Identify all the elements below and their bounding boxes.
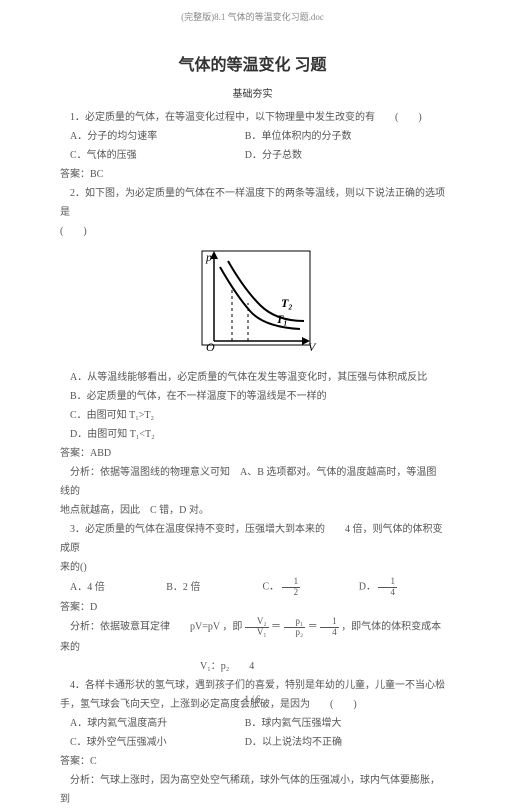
- q4-opt-a: A．球内氦气温度高升: [60, 714, 245, 733]
- q3-analysis-1: 分析：依据玻意耳定律 pV=pV ，即 V₂V₁ ＝ p₁p₂ ＝ 14 ，即气…: [60, 617, 445, 657]
- q2-stem: 2．如下图，为必定质量的气体在不一样温度下的两条等温线，则以下说法正确的选项是: [60, 184, 445, 222]
- q1-stem: 1．必定质量的气体，在等温变化过程中，以下物理量中发生改变的有 ( ): [60, 108, 445, 127]
- q3-opt-a: A．4 倍: [60, 578, 156, 597]
- q4-opt-c: C．球外空气压强减小: [60, 733, 245, 752]
- q2-opt-c: C．由图可知 T₁>T₂: [60, 406, 445, 425]
- label-t2: T₂: [281, 296, 293, 310]
- q4-analysis: 分析：气球上涨时，因为高空处空气稀疏，球外气体的压强减小，球内气体要膨胀，到: [60, 771, 445, 809]
- q2-opt-a: A．从等温线能够看出，必定质量的气体在发生等温变化时，其压强与体积成反比: [60, 368, 445, 387]
- q3-tail: 来的(): [60, 558, 445, 577]
- q1-answer: 答案：BC: [60, 169, 103, 180]
- q4-answer: 答案：C: [60, 756, 97, 767]
- q3-opt-d: D． 14: [349, 577, 445, 598]
- footer-page: 1 / 6: [0, 694, 505, 704]
- q2-analysis-2: 地点就越高，因此 C 错，D 对。: [60, 501, 445, 520]
- q1-opt-b: B．单位体积内的分子数: [245, 127, 445, 146]
- q1-opt-c: C．气体的压强: [60, 146, 245, 165]
- q2-answer: 答案：ABD: [60, 448, 111, 459]
- q3-options: A．4 倍 B．2 倍 C． 12 D． 14: [60, 577, 445, 598]
- page-title: 气体的等温变化 习题: [60, 51, 445, 75]
- q1-opt-d: D．分子总数: [245, 146, 445, 165]
- axis-v: V: [308, 340, 317, 354]
- q4-opt-d: D．以上说法均不正确: [245, 733, 445, 752]
- label-t1: T₁: [276, 312, 288, 326]
- q1-opt-a: A．分子的均匀速率: [60, 127, 245, 146]
- q2-tail: ( ): [60, 222, 445, 241]
- file-header: (完整版)8.1 气体的等温变化习题.doc: [60, 4, 445, 23]
- pv-graph: p V O T₂ T₁: [60, 247, 445, 362]
- q3-analysis-2: V₁：p₂ 4: [60, 657, 445, 676]
- q4-opt-b: B．球内氦气压强增大: [245, 714, 445, 733]
- axis-o: O: [206, 340, 215, 354]
- q2-analysis-1: 分析：依据等温图线的物理意义可知 A、B 选项都对。气体的温度越高时，等温图线的: [60, 463, 445, 501]
- section-heading: 基础夯实: [60, 85, 445, 100]
- q3-opt-b: B．2 倍: [156, 578, 252, 597]
- q2-opt-b: B．必定质量的气体，在不一样温度下的等温线是不一样的: [60, 387, 445, 406]
- axis-p: p: [205, 250, 212, 264]
- q4-stem: 4．各样卡通形状的氢气球，遇到孩子们的喜爱，特别是年幼的儿童，儿童一不当心松: [60, 676, 445, 695]
- q3-answer: 答案：D: [60, 602, 97, 613]
- q2-opt-d: D．由图可知 T₁<T₂: [60, 425, 445, 444]
- q3-opt-c: C． 12: [253, 577, 349, 598]
- q3-stem: 3．必定质量的气体在温度保持不变时，压强增大到本来的 4 倍，则气体的体积变成原: [60, 520, 445, 558]
- footer-number: 1: [441, 678, 446, 688]
